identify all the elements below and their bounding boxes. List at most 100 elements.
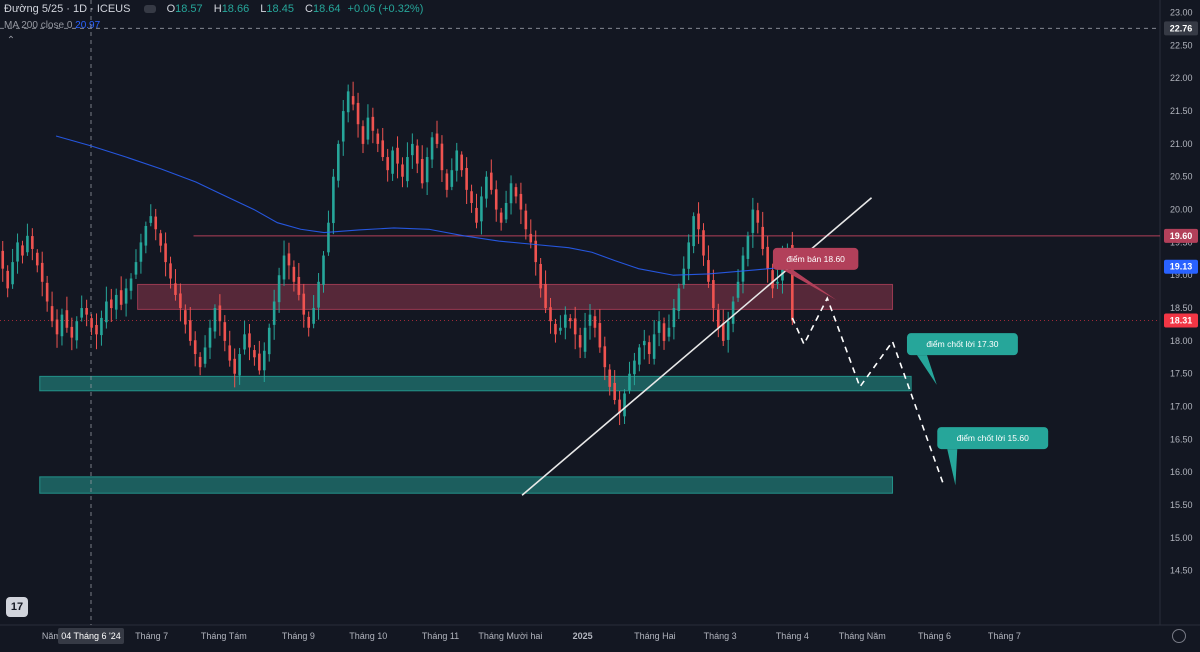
candle bbox=[455, 142, 459, 182]
crosshair-date-bg bbox=[58, 628, 124, 644]
candle-body bbox=[766, 246, 769, 269]
candle bbox=[707, 245, 710, 288]
callout-box bbox=[906, 333, 1018, 356]
candle bbox=[179, 283, 182, 322]
y-tick-label: 15.00 bbox=[1170, 533, 1193, 543]
ma-legend[interactable]: MA 200 close 0 20.97 bbox=[4, 20, 100, 31]
candle-body bbox=[11, 262, 14, 285]
candle-body bbox=[307, 316, 311, 328]
candle-body bbox=[272, 301, 276, 325]
trendline bbox=[521, 197, 873, 496]
candle-body bbox=[726, 321, 730, 340]
y-tick-label: 22.50 bbox=[1170, 40, 1193, 50]
candle-body bbox=[361, 126, 365, 144]
candle-body bbox=[736, 281, 740, 298]
tradingview-logo[interactable]: 17 bbox=[6, 597, 28, 617]
candle-body bbox=[198, 356, 202, 368]
candle-body bbox=[415, 145, 419, 164]
candle bbox=[564, 306, 567, 340]
candle bbox=[480, 186, 483, 235]
candle bbox=[267, 323, 271, 362]
candle-body bbox=[707, 260, 710, 282]
candle bbox=[642, 329, 646, 360]
candle-body bbox=[110, 299, 113, 309]
candle bbox=[697, 202, 700, 244]
candle-body bbox=[791, 244, 794, 321]
callout-label: điểm chốt lời 15.60 bbox=[957, 433, 1029, 443]
candle-body bbox=[603, 346, 607, 368]
visibility-toggle-icon[interactable] bbox=[143, 5, 156, 14]
y-tick-label: 16.00 bbox=[1170, 467, 1193, 477]
candle-body bbox=[677, 288, 681, 311]
candle bbox=[361, 120, 365, 154]
candle bbox=[149, 204, 153, 227]
candle-body bbox=[287, 253, 291, 266]
candle-body bbox=[50, 306, 54, 322]
candle bbox=[90, 314, 93, 336]
candle-body bbox=[401, 164, 404, 177]
callout-pointer bbox=[782, 269, 837, 301]
candle bbox=[687, 234, 690, 281]
candle-body bbox=[638, 347, 641, 365]
candle-body bbox=[756, 210, 760, 223]
candle-body bbox=[475, 207, 478, 223]
candle-body bbox=[633, 360, 636, 375]
candle bbox=[445, 169, 449, 198]
candle bbox=[144, 221, 148, 254]
candle bbox=[26, 223, 29, 256]
candle-body bbox=[297, 276, 301, 295]
candle-body bbox=[238, 354, 241, 376]
candle-body bbox=[717, 309, 720, 328]
price-label-bg bbox=[1164, 228, 1198, 243]
gear-icon[interactable] bbox=[1172, 629, 1186, 643]
high-label: H bbox=[213, 3, 222, 15]
x-tick-label: 2025 bbox=[573, 631, 593, 641]
candle-body bbox=[652, 334, 656, 359]
candle bbox=[327, 210, 330, 256]
candle-body bbox=[702, 230, 705, 256]
y-tick-label: 23.00 bbox=[1170, 8, 1193, 18]
x-tick-label: Tháng Tám bbox=[201, 631, 247, 641]
candle-body bbox=[55, 319, 59, 335]
candle bbox=[559, 315, 562, 335]
candle bbox=[613, 370, 616, 405]
candle bbox=[188, 306, 192, 346]
x-tick-label: Tháng 3 bbox=[704, 631, 737, 641]
candle-body bbox=[480, 196, 483, 222]
close-label: C bbox=[305, 3, 313, 15]
callout-label: điểm chốt lời 17.30 bbox=[926, 339, 998, 349]
candle-body bbox=[470, 191, 473, 203]
candle-body bbox=[746, 235, 750, 259]
candle-body bbox=[105, 301, 108, 323]
candle-body bbox=[129, 278, 133, 291]
candle-body bbox=[514, 187, 518, 197]
candle-body bbox=[376, 133, 380, 144]
candle-body bbox=[174, 283, 177, 295]
candle-body bbox=[243, 334, 246, 350]
candle-body bbox=[420, 158, 424, 184]
candle bbox=[208, 319, 212, 359]
candle-body bbox=[85, 308, 88, 315]
candle-body bbox=[228, 345, 232, 361]
collapse-legend-icon[interactable]: ⌃ bbox=[6, 35, 16, 46]
candle bbox=[381, 127, 385, 161]
candle-body bbox=[608, 369, 612, 387]
candle bbox=[386, 148, 389, 182]
y-tick-label: 18.00 bbox=[1170, 336, 1193, 346]
candle bbox=[228, 330, 232, 367]
candle bbox=[504, 190, 508, 224]
candle bbox=[70, 317, 74, 351]
candle bbox=[376, 128, 380, 153]
candle-body bbox=[776, 281, 779, 284]
symbol-title[interactable]: Đường 5/25 · 1D · ICEUS bbox=[4, 3, 131, 15]
candle bbox=[277, 267, 281, 313]
y-tick-label: 17.50 bbox=[1170, 369, 1193, 379]
y-tick-label: 16.50 bbox=[1170, 434, 1193, 444]
candle-body bbox=[628, 373, 631, 391]
candle bbox=[154, 208, 158, 241]
candle-body bbox=[164, 243, 167, 263]
price-label-bg bbox=[1164, 21, 1198, 36]
candle-body bbox=[450, 170, 454, 187]
candle-body bbox=[312, 308, 315, 324]
